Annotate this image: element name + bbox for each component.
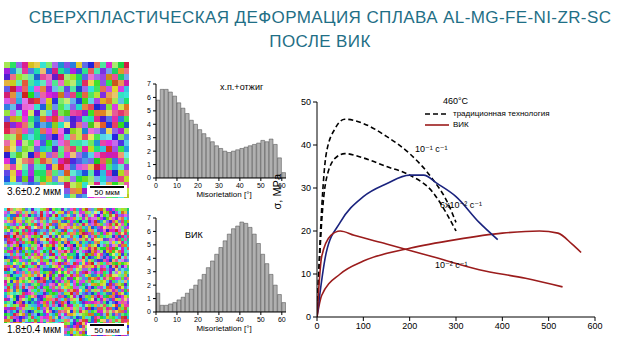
svg-text:30: 30 xyxy=(215,316,223,323)
html-text:х.п.+отжиг: х.п.+отжиг xyxy=(220,82,264,92)
svg-text:100: 100 xyxy=(356,321,371,331)
svg-text:30: 30 xyxy=(301,183,311,193)
html-text:1.8±0.4 мкм: 1.8±0.4 мкм xyxy=(7,324,62,335)
svg-text:300: 300 xyxy=(448,321,463,331)
svg-text:20: 20 xyxy=(194,182,202,189)
svg-text:4: 4 xyxy=(147,121,151,128)
html-text:ВИК: ВИК xyxy=(185,230,203,240)
svg-text:50: 50 xyxy=(257,182,265,189)
svg-text:0: 0 xyxy=(314,321,319,331)
svg-text:200: 200 xyxy=(402,321,417,331)
svg-text:0: 0 xyxy=(147,174,151,181)
svg-text:σ, MPa: σ, MPa xyxy=(271,173,283,209)
html-text:50 мкм: 50 мкм xyxy=(94,326,120,335)
svg-text:2: 2 xyxy=(147,282,151,289)
svg-text:500: 500 xyxy=(541,321,556,331)
svg-text:10: 10 xyxy=(173,316,181,323)
svg-text:1: 1 xyxy=(147,295,151,302)
html-text:ВИК: ВИК xyxy=(453,120,469,129)
svg-text:50: 50 xyxy=(301,97,311,107)
svg-text:6: 6 xyxy=(147,228,151,235)
html-text:ПОСЛЕ ВИК: ПОСЛЕ ВИК xyxy=(269,32,371,51)
svg-text:0: 0 xyxy=(147,308,151,315)
svg-text:7: 7 xyxy=(147,214,151,221)
svg-text:600: 600 xyxy=(587,321,602,331)
html-text:10⁻² с⁻¹: 10⁻² с⁻¹ xyxy=(435,260,468,270)
svg-text:40: 40 xyxy=(236,182,244,189)
svg-text:6: 6 xyxy=(147,94,151,101)
svg-text:10: 10 xyxy=(173,182,181,189)
svg-text:5: 5 xyxy=(147,241,151,248)
svg-text:60: 60 xyxy=(278,316,286,323)
svg-text:0: 0 xyxy=(306,312,311,322)
svg-text:7: 7 xyxy=(147,80,151,87)
svg-text:40: 40 xyxy=(301,140,311,150)
svg-text:0: 0 xyxy=(154,182,158,189)
svg-text:50: 50 xyxy=(257,316,265,323)
html-text:традиционная технология: традиционная технология xyxy=(453,109,550,118)
html-text:Misorietation [°]: Misorietation [°] xyxy=(196,324,252,333)
svg-text:10: 10 xyxy=(301,269,311,279)
html-text:6x10⁻² с⁻¹: 6x10⁻² с⁻¹ xyxy=(440,200,482,210)
html-text:50 мкм: 50 мкм xyxy=(94,188,120,197)
svg-text:2: 2 xyxy=(147,148,151,155)
html-text:3.6±0.2 мкм: 3.6±0.2 мкм xyxy=(7,186,62,197)
svg-text:0: 0 xyxy=(154,316,158,323)
svg-text:4: 4 xyxy=(147,255,151,262)
svg-text:40: 40 xyxy=(236,316,244,323)
svg-text:5: 5 xyxy=(147,107,151,114)
html-text:Misorietation [°]: Misorietation [°] xyxy=(196,190,252,199)
svg-text:20: 20 xyxy=(194,316,202,323)
svg-text:30: 30 xyxy=(215,182,223,189)
svg-text:400: 400 xyxy=(495,321,510,331)
svg-text:20: 20 xyxy=(301,226,311,236)
svg-text:3: 3 xyxy=(147,268,151,275)
html-text:10⁻¹ с⁻¹: 10⁻¹ с⁻¹ xyxy=(415,144,448,154)
svg-text:3: 3 xyxy=(147,134,151,141)
html-text:СВЕРХПЛАСТИЧЕСКАЯ ДЕФОРМАЦИЯ С: СВЕРХПЛАСТИЧЕСКАЯ ДЕФОРМАЦИЯ СПЛАВА AL-M… xyxy=(28,8,612,27)
svg-text:1: 1 xyxy=(147,161,151,168)
html-text:460°C: 460°C xyxy=(443,96,469,106)
